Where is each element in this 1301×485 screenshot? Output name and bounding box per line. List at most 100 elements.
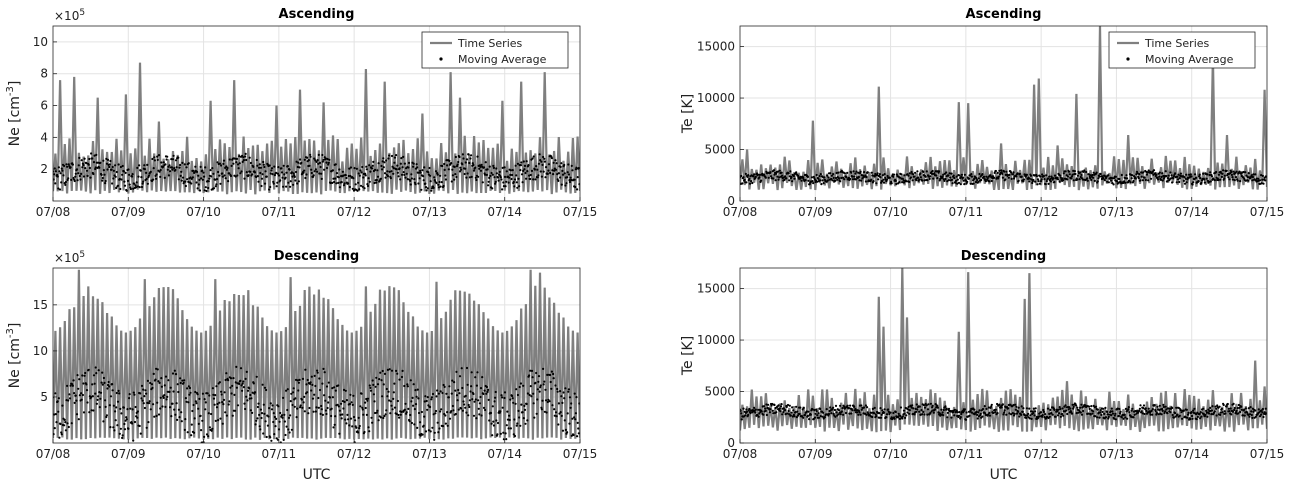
avg-point [198, 178, 201, 181]
avg-point [529, 369, 532, 372]
avg-point [1110, 407, 1113, 410]
avg-point [1185, 408, 1188, 411]
avg-point [1029, 414, 1032, 417]
avg-point [109, 426, 112, 429]
avg-point [397, 175, 400, 178]
avg-point [227, 180, 230, 183]
avg-point [791, 415, 794, 418]
avg-point [106, 383, 110, 387]
avg-point [840, 410, 844, 413]
avg-point [503, 175, 507, 178]
avg-point [279, 179, 282, 182]
avg-point [1169, 177, 1173, 180]
avg-point [962, 179, 965, 182]
avg-point [1158, 175, 1161, 178]
avg-point [1169, 411, 1172, 414]
avg-point [976, 413, 979, 416]
avg-point [248, 387, 251, 390]
avg-point [368, 384, 371, 387]
avg-point [831, 408, 834, 411]
avg-point [430, 398, 433, 401]
avg-point [400, 410, 403, 413]
avg-point [1211, 405, 1214, 408]
avg-point [765, 413, 769, 417]
x-tick-label: 07/09 [798, 205, 833, 219]
avg-point [981, 415, 984, 418]
avg-point [422, 175, 425, 178]
avg-point [514, 402, 517, 405]
avg-point [539, 384, 542, 387]
avg-point [75, 399, 78, 402]
avg-point [487, 180, 490, 183]
avg-point [846, 171, 849, 174]
avg-point [307, 412, 310, 415]
avg-point [272, 180, 275, 183]
avg-point [108, 385, 111, 388]
avg-point [222, 398, 226, 401]
avg-point [503, 396, 506, 400]
avg-point [996, 171, 999, 174]
avg-point [1247, 413, 1250, 416]
avg-point [559, 390, 562, 393]
avg-point [74, 394, 77, 397]
avg-point [740, 409, 742, 412]
avg-point [1190, 414, 1194, 418]
avg-point [968, 414, 971, 417]
avg-point [1025, 407, 1028, 410]
avg-point [885, 178, 889, 181]
avg-point [111, 165, 114, 169]
avg-point [382, 383, 385, 386]
avg-point [848, 412, 851, 415]
avg-point [419, 169, 422, 172]
avg-point [280, 414, 284, 417]
avg-point [319, 412, 322, 415]
avg-point [330, 407, 333, 410]
avg-point [73, 401, 76, 404]
avg-point [309, 153, 312, 156]
avg-point [417, 171, 421, 174]
avg-point [241, 160, 244, 163]
avg-point [802, 176, 805, 179]
avg-point [1092, 410, 1095, 413]
avg-point [963, 408, 967, 411]
avg-point [1020, 405, 1023, 408]
avg-point [820, 183, 823, 186]
avg-point [988, 411, 991, 414]
x-axis-label: UTC [303, 467, 331, 483]
avg-point [769, 408, 772, 411]
avg-point [550, 370, 554, 373]
avg-point [494, 390, 497, 394]
avg-point [1041, 415, 1044, 418]
avg-point [413, 423, 416, 426]
avg-point [837, 413, 840, 416]
avg-point [974, 180, 978, 184]
avg-point [1025, 416, 1028, 419]
avg-point [1247, 179, 1250, 182]
avg-point [54, 392, 57, 395]
avg-point [296, 379, 299, 382]
avg-point [779, 405, 783, 408]
avg-point [64, 421, 67, 424]
avg-point [393, 406, 397, 409]
avg-point [77, 164, 80, 167]
avg-point [1220, 175, 1223, 178]
avg-point [557, 179, 560, 182]
avg-point [83, 374, 86, 377]
avg-point [874, 413, 877, 416]
avg-point [554, 411, 558, 414]
avg-point [310, 168, 313, 171]
avg-point [465, 366, 469, 370]
avg-point [1192, 409, 1195, 412]
avg-point [991, 175, 995, 178]
avg-point [1261, 407, 1264, 411]
avg-point [149, 170, 152, 173]
avg-point [112, 169, 115, 172]
avg-point [244, 407, 247, 411]
avg-point [1003, 411, 1006, 414]
avg-point [212, 393, 215, 396]
x-tick-label: 07/15 [563, 205, 598, 219]
avg-point [444, 422, 447, 425]
avg-point [197, 407, 200, 410]
avg-point [962, 176, 965, 179]
avg-point [1007, 407, 1010, 410]
